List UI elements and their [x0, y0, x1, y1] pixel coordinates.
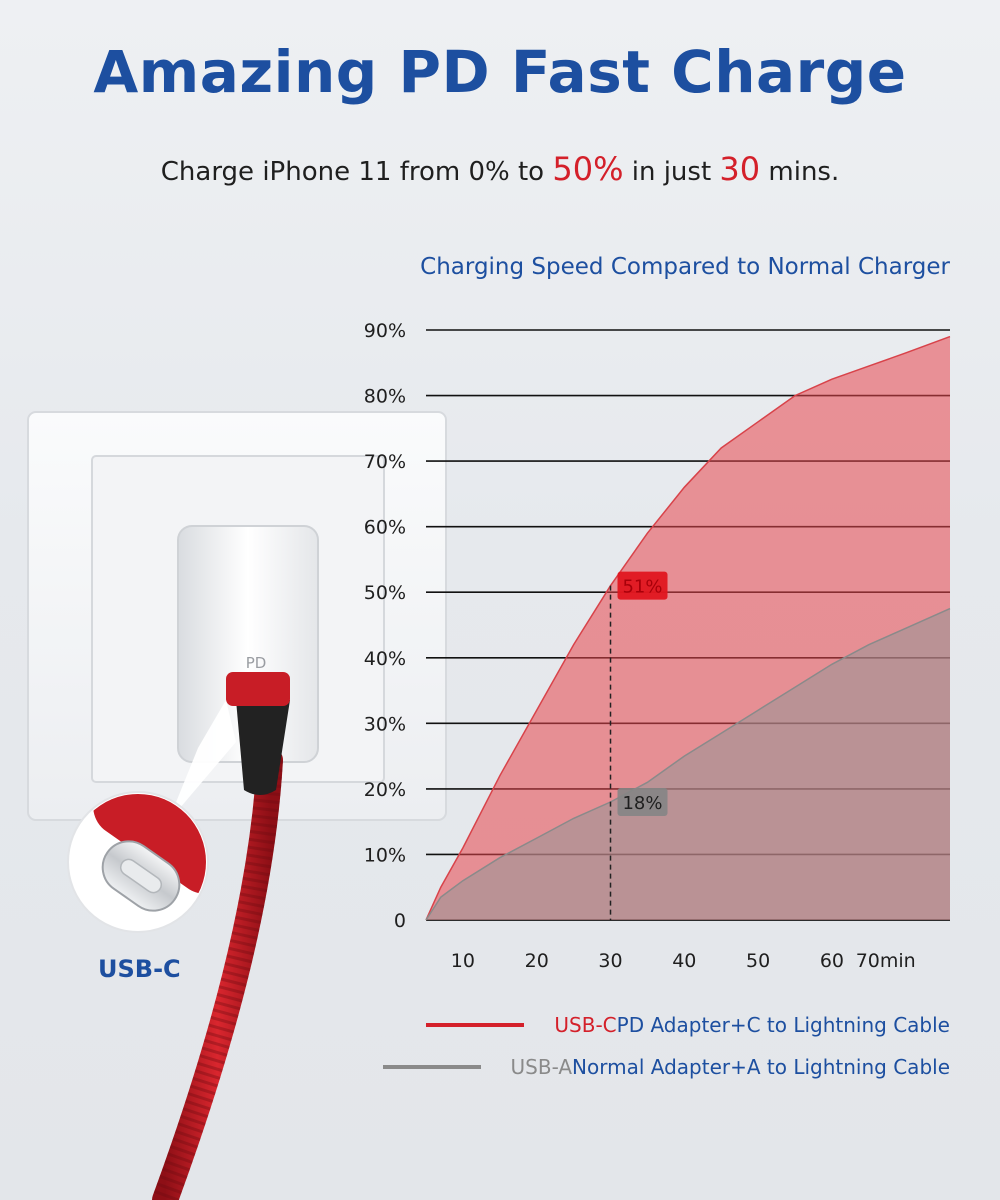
area-series-1 [426, 608, 950, 920]
legend-item-usb-c: USB-C PD Adapter+C to Lightning Cable [426, 1010, 950, 1040]
y-tick-label: 20% [364, 779, 406, 801]
line-series-1 [425, 607, 951, 921]
subline-text-1: Charge iPhone 11 from 0% to [160, 157, 553, 187]
y-tick-label: 70% [364, 451, 406, 473]
subline-highlight-percent: 50% [552, 150, 624, 188]
y-tick-label: 30% [364, 713, 406, 735]
y-tick-label: 80% [364, 386, 406, 408]
y-tick-label: 40% [364, 648, 406, 670]
chart-areas [425, 335, 951, 921]
subline-text-2: in just [623, 157, 720, 187]
legend-swatch-usb-a [382, 1065, 481, 1069]
legend-swatch-usb-c [426, 1023, 525, 1027]
annotation-label: 51% [622, 577, 662, 598]
adapter-pd-label: PD [246, 654, 267, 672]
line-series-0 [425, 335, 951, 921]
subline-highlight-minutes: 30 [719, 150, 761, 188]
usb-c-label: USB-C [98, 955, 181, 983]
y-tick-label: 50% [364, 582, 406, 604]
legend-prefix-usb-c: USB-C [554, 1013, 617, 1037]
cable-strain-relief [236, 700, 290, 795]
x-tick-label: 10 [451, 950, 475, 972]
chart-title: Charging Speed Compared to Normal Charge… [420, 254, 950, 280]
x-tick-label: 60 [820, 950, 844, 972]
subline: Charge iPhone 11 from 0% to 50% in just … [0, 150, 1000, 188]
usb-c-connector-zoom [93, 794, 206, 912]
y-tick-label: 0 [394, 910, 406, 932]
product-illustration: PD [27, 411, 447, 1200]
legend-prefix-usb-a: USB-A [510, 1055, 573, 1079]
chart-markers: 51% 18% [609, 571, 668, 920]
y-tick-label: 90% [364, 320, 406, 342]
braided-cable [152, 747, 283, 1200]
zoom-pointer [168, 700, 236, 822]
chart-ticks: 0 10% 20% 30% 40% 50% 60% 70% 80% 90% 10 20 30 40 50 60… [364, 320, 916, 972]
usb-c-plug-housing [226, 672, 290, 706]
x-tick-label: 20 [525, 950, 549, 972]
annotation-badge-51pct [617, 571, 668, 600]
subline-text-3: mins. [760, 157, 840, 187]
x-tick-label: 30 [598, 950, 622, 972]
annotation-badge-18pct [617, 788, 668, 816]
y-tick-label: 60% [364, 517, 406, 539]
legend-item-usb-a: USB-A Normal Adapter+A to Lightning Cabl… [382, 1052, 950, 1082]
cable-braid-texture [152, 759, 283, 1200]
headline: Amazing PD Fast Charge [93, 38, 907, 106]
x-tick-label: 40 [672, 950, 696, 972]
annotation-label: 18% [622, 793, 662, 814]
y-tick-label: 10% [364, 844, 406, 866]
x-tick-label: 70min [856, 950, 916, 972]
legend-text-usb-c: PD Adapter+C to Lightning Cable [616, 1013, 950, 1037]
x-tick-label: 50 [746, 950, 770, 972]
legend-text-usb-a: Normal Adapter+A to Lightning Cable [572, 1055, 950, 1079]
